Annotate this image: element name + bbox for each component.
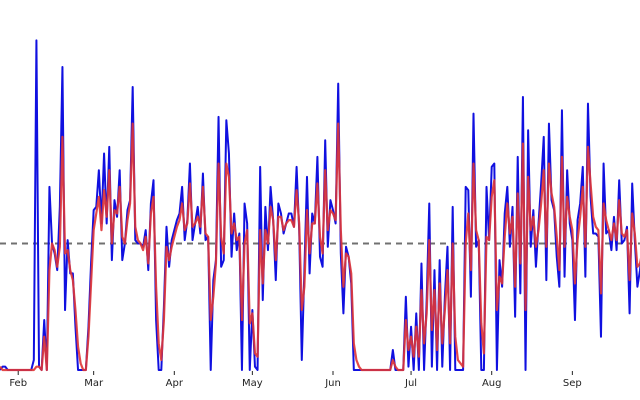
x-tick-label: Apr bbox=[166, 378, 184, 389]
x-tick-label: Jul bbox=[404, 378, 417, 389]
x-tick-label: Jun bbox=[324, 378, 341, 389]
x-tick-label: May bbox=[242, 378, 263, 389]
x-tick-label: Sep bbox=[563, 378, 582, 389]
series-line-1 bbox=[0, 122, 640, 372]
x-tick-label: Mar bbox=[84, 378, 104, 389]
x-axis: Feb Mar Apr May Jun Jul Aug Sep bbox=[9, 371, 582, 389]
x-tick-label: Aug bbox=[482, 378, 502, 389]
x-tick-label: Feb bbox=[9, 378, 27, 389]
series-layer bbox=[0, 39, 640, 372]
series-line-0 bbox=[0, 39, 640, 371]
